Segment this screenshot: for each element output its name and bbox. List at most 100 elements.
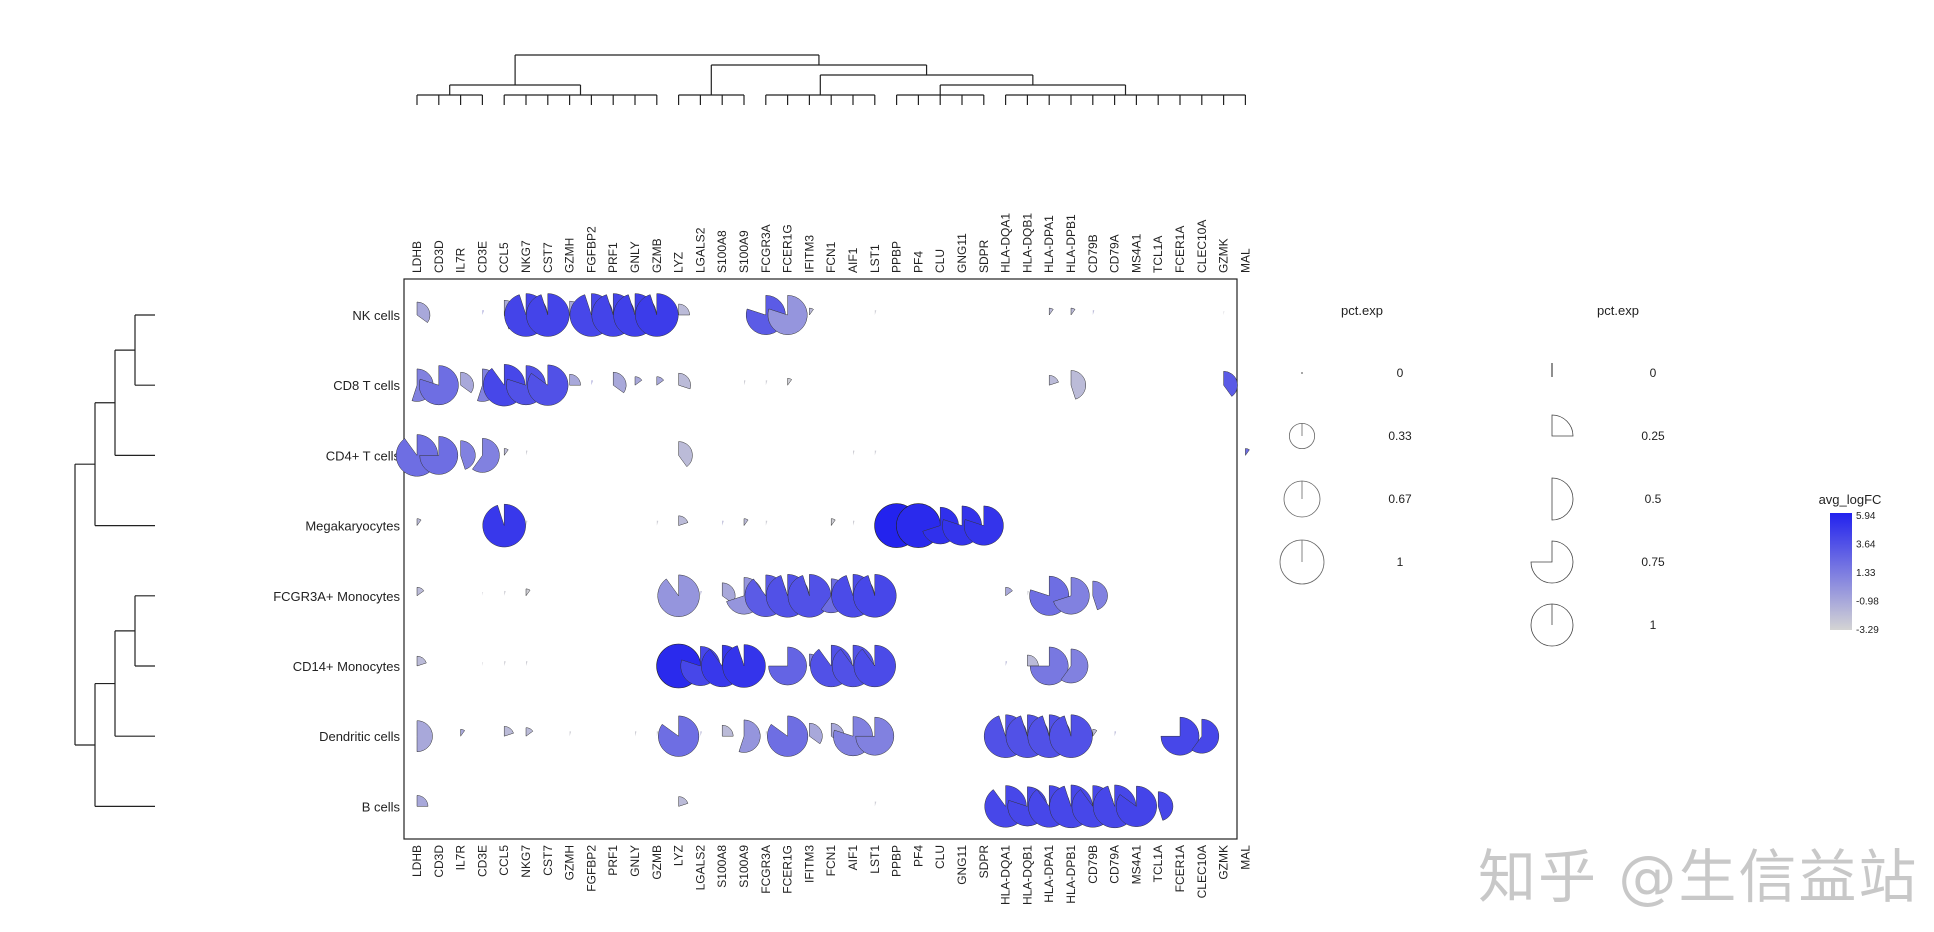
gene-label-top: PF4 xyxy=(911,251,925,273)
gene-label-top: HLA-DPB1 xyxy=(1064,214,1078,273)
legend-color-label: -3.29 xyxy=(1856,625,1879,636)
gene-label-top: CLEC10A xyxy=(1195,220,1209,273)
gene-label-bottom: CLU xyxy=(933,845,947,869)
plot-panel xyxy=(403,278,1238,840)
gene-label-bottom: AIF1 xyxy=(846,845,860,871)
legend-pct-circle: pct.exp 0 0.33 0.67 1 xyxy=(1279,303,1412,585)
gene-label-top: MAL xyxy=(1238,248,1252,273)
gene-label-bottom: PPBP xyxy=(890,845,904,877)
pie-dot xyxy=(418,365,459,406)
gene-label-top: PPBP xyxy=(890,241,904,273)
gene-label-top: GNLY xyxy=(628,241,642,273)
pie-dot xyxy=(1005,661,1008,666)
cell-type-label: CD14+ Monocytes xyxy=(293,659,401,674)
pie-dot xyxy=(765,520,768,526)
pie-dot xyxy=(460,440,476,470)
pie-dot xyxy=(767,715,809,757)
row-dendrogram xyxy=(74,314,155,808)
pie-dot xyxy=(482,591,484,596)
pie-dot xyxy=(1070,370,1087,400)
pie-dot xyxy=(853,450,855,456)
gene-label-top: PRF1 xyxy=(606,242,620,273)
pie-dot xyxy=(526,520,528,526)
pie-dot xyxy=(678,372,691,390)
gene-label-bottom: GZMK xyxy=(1217,845,1231,880)
pie-dot xyxy=(416,795,429,807)
pie-dot xyxy=(569,373,581,386)
pie-dot xyxy=(700,590,702,596)
gene-label-bottom: CD79A xyxy=(1108,845,1122,884)
pie-dot xyxy=(738,719,761,753)
legend-color-label: 3.64 xyxy=(1856,540,1876,551)
pie-dot xyxy=(809,307,814,316)
pie-dot xyxy=(656,376,665,386)
pie-dot xyxy=(416,655,427,667)
gene-label-top: CST7 xyxy=(541,242,555,273)
pie-dot xyxy=(678,515,689,526)
pie-dot xyxy=(472,438,500,473)
pie-dot xyxy=(526,293,570,337)
pie-dot xyxy=(1092,728,1098,737)
pie-dot xyxy=(482,310,484,315)
pie-dot xyxy=(612,371,627,394)
pie-dot xyxy=(525,588,531,597)
legend-color-label: 5.94 xyxy=(1856,511,1876,522)
pie-dot xyxy=(525,727,534,737)
pie-dot xyxy=(874,310,877,315)
legend-color-label: -0.98 xyxy=(1856,597,1879,608)
pie-dot xyxy=(1245,448,1250,457)
pie-dot xyxy=(1092,310,1095,315)
gene-label-top: LGALS2 xyxy=(693,227,707,273)
pie-dot xyxy=(657,574,700,617)
cell-type-label: Megakaryocytes xyxy=(305,519,400,534)
pie-dot xyxy=(635,293,679,337)
pie-dot xyxy=(416,587,425,597)
pie-dot xyxy=(1027,654,1039,667)
legend-pct-circle-title: pct.exp xyxy=(1341,303,1383,318)
gene-label-bottom: GZMB xyxy=(650,845,664,880)
pie-dot xyxy=(1049,714,1093,758)
legend-pct-circle-label: 0 xyxy=(1397,366,1404,380)
pie-dot xyxy=(721,724,734,737)
legend-color: avg_logFC 5.94 3.64 1.33 -0.98 -3.29 xyxy=(1819,492,1882,636)
gene-label-top: CD3D xyxy=(432,240,446,273)
legend-pct-pie: pct.exp 0 0.25 0.5 0.75 1 xyxy=(1530,303,1665,647)
pie-dot xyxy=(656,731,659,737)
gene-label-bottom: MS4A1 xyxy=(1129,845,1143,885)
pie-dot xyxy=(503,448,509,457)
pie-dot xyxy=(656,520,659,526)
pie-dot xyxy=(460,728,466,737)
pie-dot xyxy=(460,371,474,394)
pie-dot xyxy=(591,380,593,386)
gene-label-top: SDPR xyxy=(977,239,991,273)
gene-label-bottom: CLEC10A xyxy=(1195,845,1209,898)
gene-label-top: IFITM3 xyxy=(802,235,816,273)
cell-type-label: B cells xyxy=(362,799,401,814)
pie-dot xyxy=(1070,307,1076,316)
pie-dot xyxy=(874,450,877,456)
gene-label-top: FCER1G xyxy=(781,224,795,273)
gene-label-bottom: HLA-DPA1 xyxy=(1042,845,1056,903)
pie-dot xyxy=(853,520,855,526)
gene-label-top: HLA-DQB1 xyxy=(1020,213,1034,273)
pie-dot xyxy=(419,436,459,475)
gene-label-bottom: LDHB xyxy=(410,845,424,877)
pie-dot xyxy=(527,364,569,406)
gene-label-bottom: CD79B xyxy=(1086,845,1100,884)
gene-label-bottom: TCL1A xyxy=(1151,845,1165,882)
legend-pct-pie-title: pct.exp xyxy=(1597,303,1639,318)
gene-label-top: CD79B xyxy=(1086,234,1100,273)
gene-label-bottom: FGFBP2 xyxy=(584,845,598,892)
cell-type-label: FCGR3A+ Monocytes xyxy=(273,589,400,604)
gene-label-top: MS4A1 xyxy=(1129,233,1143,273)
gene-label-top: AIF1 xyxy=(846,247,860,273)
pie-dot xyxy=(853,644,896,688)
pie-dot xyxy=(526,661,528,666)
pie-dot xyxy=(569,731,572,737)
pie-dot xyxy=(416,720,433,753)
pie-dot xyxy=(504,661,506,666)
gene-label-bottom: LYZ xyxy=(672,845,686,866)
gene-label-top: GZMB xyxy=(650,238,664,273)
pie-dot xyxy=(1048,307,1054,316)
